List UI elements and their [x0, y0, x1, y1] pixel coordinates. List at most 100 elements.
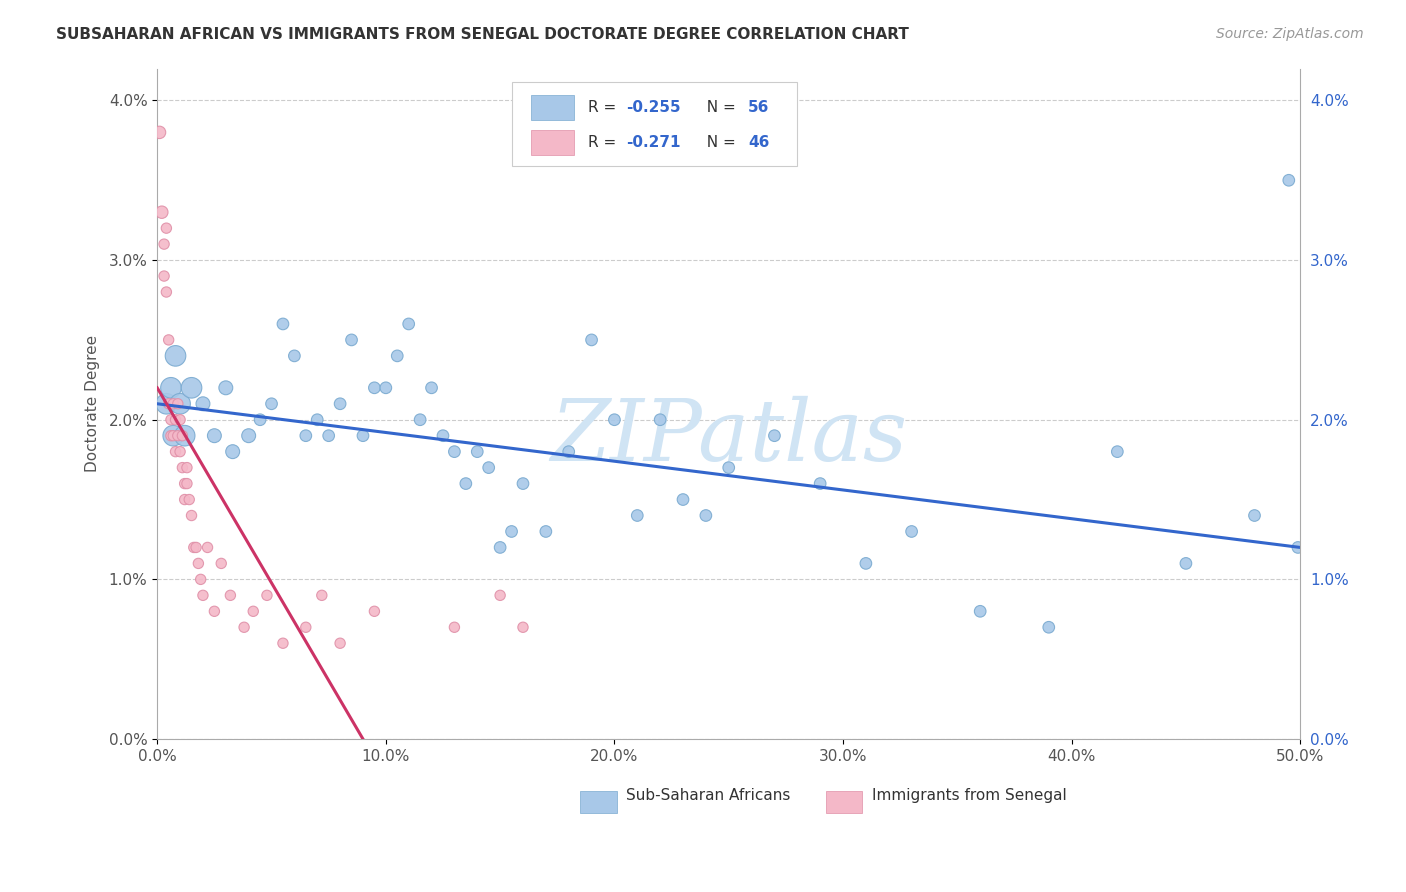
- Point: [1286, 541, 1309, 555]
- Point: [557, 444, 579, 458]
- Point: [153, 237, 176, 252]
- Point: [215, 381, 238, 395]
- Point: [160, 428, 183, 442]
- Point: [166, 428, 188, 442]
- Point: [855, 557, 877, 571]
- Point: [352, 428, 374, 442]
- Point: [271, 636, 294, 650]
- Point: [340, 333, 363, 347]
- Point: [1278, 173, 1301, 187]
- Point: [238, 428, 260, 442]
- Point: [1243, 508, 1265, 523]
- Point: [190, 573, 212, 587]
- Point: [311, 588, 333, 602]
- Point: [295, 428, 318, 442]
- Point: [233, 620, 256, 634]
- Point: [329, 397, 352, 411]
- Text: -0.271: -0.271: [626, 135, 681, 150]
- Text: SUBSAHARAN AFRICAN VS IMMIGRANTS FROM SENEGAL DOCTORATE DEGREE CORRELATION CHART: SUBSAHARAN AFRICAN VS IMMIGRANTS FROM SE…: [56, 27, 910, 42]
- Point: [534, 524, 557, 539]
- Point: [603, 413, 626, 427]
- Point: [512, 620, 534, 634]
- Point: [191, 588, 214, 602]
- Point: [150, 205, 173, 219]
- Point: [900, 524, 922, 539]
- Text: Immigrants from Senegal: Immigrants from Senegal: [872, 789, 1066, 804]
- Point: [1107, 444, 1129, 458]
- Point: [165, 444, 187, 458]
- Text: N =: N =: [697, 135, 741, 150]
- Point: [271, 317, 294, 331]
- FancyBboxPatch shape: [512, 82, 797, 166]
- Point: [307, 413, 329, 427]
- Point: [398, 317, 420, 331]
- Text: R =: R =: [588, 135, 621, 150]
- Point: [260, 397, 283, 411]
- Point: [695, 508, 717, 523]
- Point: [179, 492, 201, 507]
- Point: [512, 476, 534, 491]
- Y-axis label: Doctorate Degree: Doctorate Degree: [86, 335, 100, 473]
- Text: R =: R =: [588, 100, 621, 115]
- Point: [1174, 557, 1197, 571]
- Point: [465, 444, 488, 458]
- Point: [363, 381, 385, 395]
- Point: [219, 588, 242, 602]
- Point: [184, 541, 207, 555]
- Point: [183, 541, 205, 555]
- Point: [256, 588, 278, 602]
- Point: [187, 557, 209, 571]
- Point: [489, 588, 512, 602]
- Point: [763, 428, 786, 442]
- Point: [420, 381, 443, 395]
- FancyBboxPatch shape: [531, 95, 575, 120]
- Text: Source: ZipAtlas.com: Source: ZipAtlas.com: [1216, 27, 1364, 41]
- Point: [501, 524, 523, 539]
- Point: [180, 508, 202, 523]
- Point: [489, 541, 512, 555]
- Point: [162, 397, 184, 411]
- Point: [202, 604, 225, 618]
- Point: [166, 397, 188, 411]
- Point: [283, 349, 305, 363]
- Point: [169, 397, 191, 411]
- Point: [172, 460, 194, 475]
- Point: [162, 428, 184, 442]
- Point: [173, 476, 195, 491]
- Point: [191, 397, 214, 411]
- Point: [169, 413, 191, 427]
- Point: [242, 604, 264, 618]
- FancyBboxPatch shape: [531, 129, 575, 155]
- Point: [249, 413, 271, 427]
- Point: [197, 541, 219, 555]
- Text: 46: 46: [748, 135, 769, 150]
- Point: [160, 381, 183, 395]
- Point: [153, 268, 176, 283]
- Point: [162, 428, 184, 442]
- Text: N =: N =: [697, 100, 741, 115]
- Point: [157, 333, 180, 347]
- Point: [155, 285, 177, 299]
- Text: -0.255: -0.255: [626, 100, 681, 115]
- Point: [173, 428, 195, 442]
- Point: [808, 476, 831, 491]
- Point: [717, 460, 740, 475]
- Point: [363, 604, 385, 618]
- Point: [626, 508, 648, 523]
- Point: [478, 460, 501, 475]
- Point: [318, 428, 340, 442]
- Point: [155, 221, 177, 235]
- Point: [443, 444, 465, 458]
- Point: [148, 125, 170, 139]
- Text: ZIPatlas: ZIPatlas: [550, 396, 907, 479]
- Point: [180, 381, 202, 395]
- Point: [1038, 620, 1060, 634]
- Point: [672, 492, 695, 507]
- Point: [221, 444, 243, 458]
- Point: [581, 333, 603, 347]
- Point: [172, 428, 194, 442]
- Point: [160, 413, 183, 427]
- Point: [176, 476, 198, 491]
- Point: [209, 557, 232, 571]
- FancyBboxPatch shape: [581, 791, 617, 813]
